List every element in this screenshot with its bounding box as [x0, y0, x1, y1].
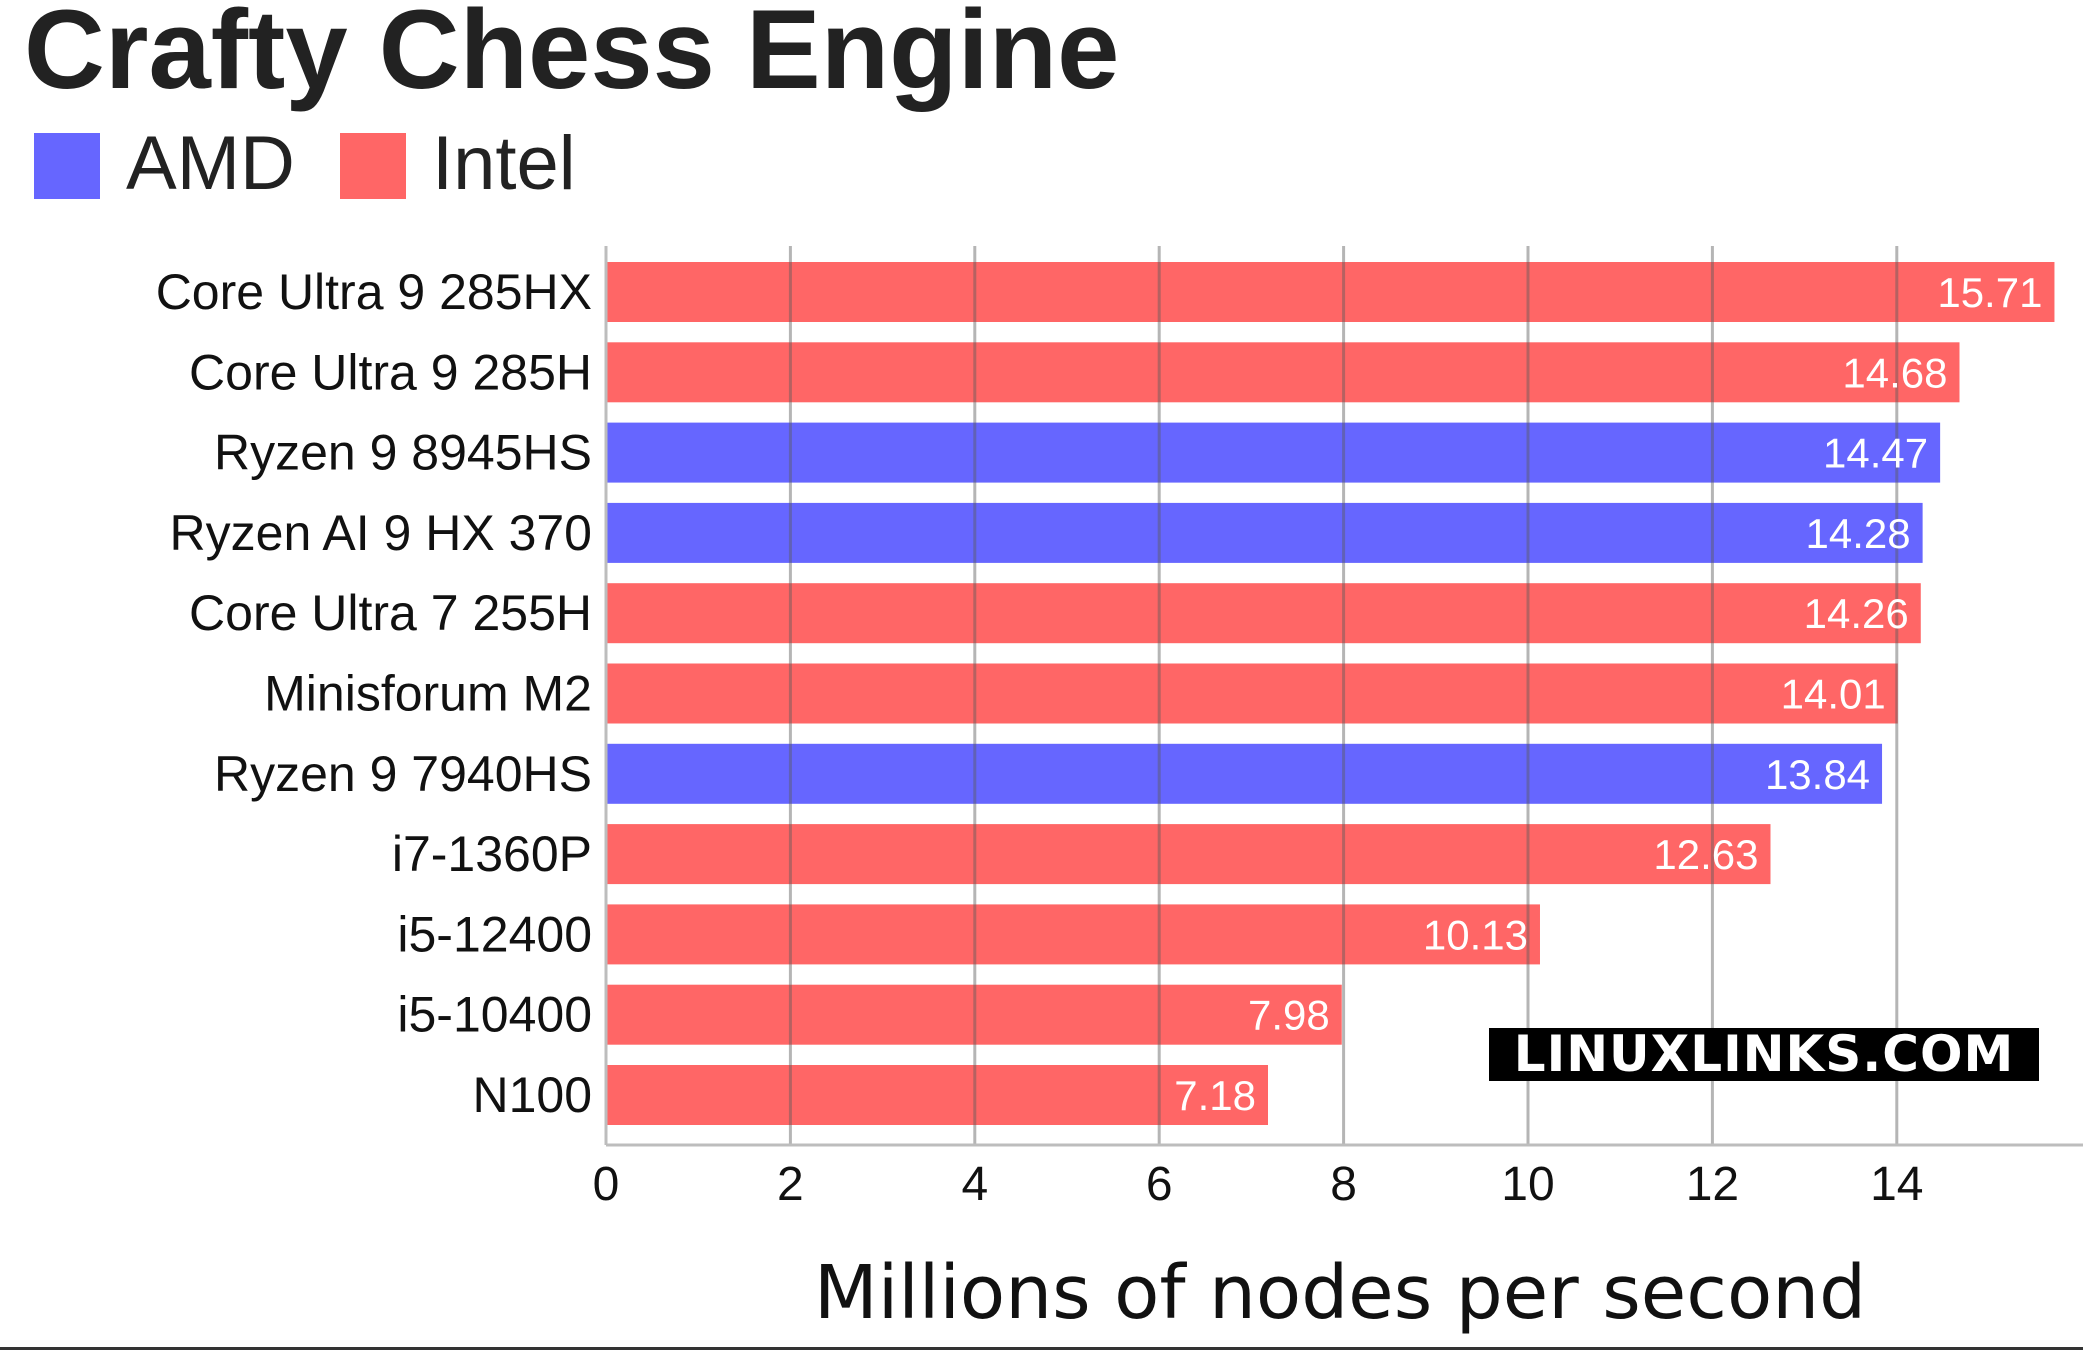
value-label-1: 14.68 — [1842, 349, 1947, 396]
frame-bottom-border — [0, 1347, 2083, 1350]
value-label-0: 15.71 — [1937, 269, 2042, 316]
bar-3 — [606, 502, 1923, 563]
x-tick-label-2: 2 — [777, 1158, 804, 1211]
value-label-7: 12.63 — [1653, 831, 1758, 878]
category-label-8: i5-12400 — [397, 906, 592, 962]
category-label-3: Ryzen AI 9 HX 370 — [170, 505, 592, 561]
grid-lines — [604, 246, 2083, 1147]
category-labels: Core Ultra 9 285HX Core Ultra 9 285H Ryzen… — [156, 264, 592, 1123]
value-label-4: 14.26 — [1804, 590, 1909, 637]
value-label-9: 7.98 — [1248, 992, 1330, 1039]
value-label-3: 14.28 — [1806, 510, 1911, 557]
value-label-2: 14.47 — [1823, 430, 1928, 477]
category-label-4: Core Ultra 7 255H — [189, 585, 592, 641]
legend-swatch-intel — [340, 133, 406, 199]
value-label-5: 14.01 — [1781, 671, 1886, 718]
legend-swatch-amd — [34, 133, 100, 199]
category-label-1: Core Ultra 9 285H — [189, 344, 592, 400]
x-tick-label-10: 10 — [1501, 1158, 1554, 1211]
category-label-2: Ryzen 9 8945HS — [214, 425, 592, 481]
category-label-9: i5-10400 — [397, 987, 592, 1043]
bar-9 — [606, 984, 1342, 1045]
category-label-7: i7-1360P — [392, 826, 592, 882]
x-tick-label-0: 0 — [593, 1158, 620, 1211]
legend-label-amd: AMD — [126, 121, 295, 206]
x-tick-label-8: 8 — [1330, 1158, 1357, 1211]
x-tick-label-4: 4 — [961, 1158, 988, 1211]
linuxlinks-watermark: LINUXLINKS.COM — [1489, 1028, 2039, 1081]
value-labels: 15.71 14.68 14.47 14.28 14.26 14.01 13.8412.63… — [1174, 269, 2042, 1119]
category-label-6: Ryzen 9 7940HS — [214, 746, 592, 802]
bar-1 — [606, 342, 1960, 403]
x-tick-label-6: 6 — [1146, 1158, 1173, 1211]
x-tick-labels: 0 2 4 6 8 10 12 14 — [593, 1158, 1924, 1211]
value-label-8: 10.13 — [1423, 911, 1528, 958]
bar-2 — [606, 422, 1941, 483]
x-tick-label-14: 14 — [1870, 1158, 1923, 1211]
bar-6 — [606, 743, 1883, 804]
x-tick-label-12: 12 — [1686, 1158, 1739, 1211]
bar-7 — [606, 824, 1771, 885]
category-label-5: Minisforum M2 — [264, 666, 592, 722]
category-label-0: Core Ultra 9 285HX — [156, 264, 592, 320]
chart-title: Crafty Chess Engine — [24, 0, 1120, 112]
value-label-10: 7.18 — [1174, 1072, 1256, 1119]
bar-5 — [606, 663, 1898, 724]
bar-8 — [606, 904, 1540, 965]
bars — [606, 262, 2055, 1125]
value-label-6: 13.84 — [1765, 751, 1870, 798]
bar-10 — [606, 1065, 1268, 1125]
category-label-10: N100 — [472, 1067, 592, 1123]
bar-4 — [606, 583, 1921, 644]
x-axis-label: Millions of nodes per second — [814, 1250, 1866, 1336]
bar-0 — [606, 262, 2055, 322]
legend-label-intel: Intel — [432, 121, 576, 206]
